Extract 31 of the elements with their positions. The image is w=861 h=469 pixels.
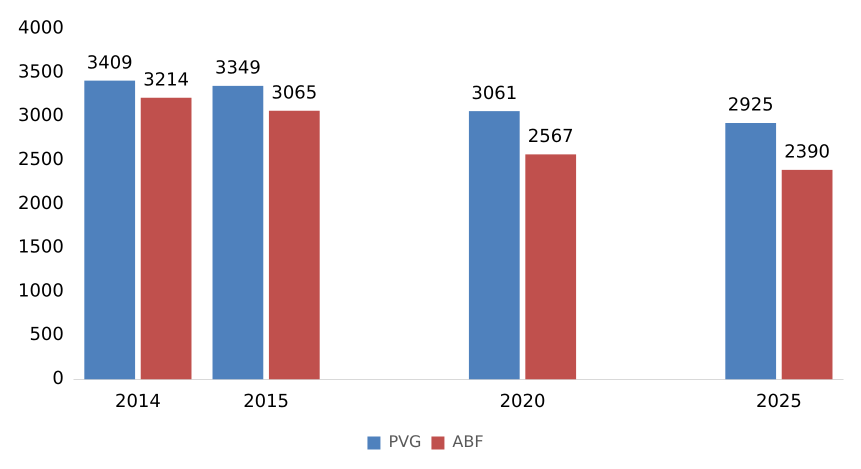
y-tick-label: 2500 — [18, 148, 64, 170]
bar — [525, 154, 576, 380]
y-tick-label: 1000 — [18, 280, 64, 302]
legend-label: PVG — [388, 432, 422, 452]
y-tick-label: 3000 — [18, 105, 64, 126]
data-label: 3065 — [271, 82, 318, 104]
data-label: 2390 — [784, 142, 830, 163]
y-tick-label: 2000 — [18, 192, 64, 214]
x-tick-label: 2025 — [756, 390, 802, 412]
data-label: 2925 — [728, 94, 774, 116]
legend-label: ABF — [452, 432, 484, 452]
y-tick-label: 0 — [52, 368, 64, 390]
bar — [725, 123, 776, 380]
bar — [782, 170, 832, 380]
data-label: 2567 — [528, 126, 574, 148]
x-tick-label: 2015 — [243, 390, 290, 412]
bar — [212, 86, 264, 380]
bar — [84, 80, 136, 380]
x-tick-label: 2020 — [500, 390, 546, 412]
data-label: 3349 — [214, 58, 261, 79]
y-tick-label: 4000 — [18, 17, 64, 38]
bar — [140, 98, 192, 380]
y-tick-label: 1500 — [18, 236, 64, 258]
bar — [468, 111, 520, 380]
x-tick-label: 2014 — [115, 390, 161, 412]
data-label: 3061 — [471, 82, 518, 104]
data-label: 3409 — [86, 52, 133, 74]
bar — [268, 110, 320, 380]
data-label: 3214 — [143, 69, 190, 90]
y-tick-label: 3500 — [18, 61, 64, 82]
y-tick-label: 500 — [29, 324, 64, 346]
